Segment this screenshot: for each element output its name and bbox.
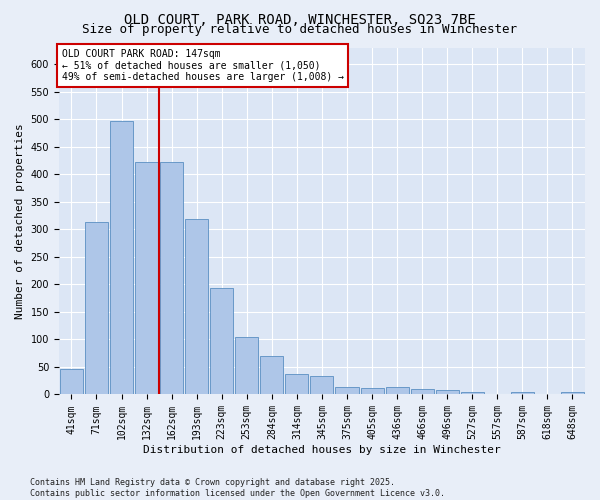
Bar	[85, 222, 108, 394]
Bar	[235, 336, 259, 394]
Bar	[110, 120, 133, 394]
Text: OLD COURT, PARK ROAD, WINCHESTER, SO23 7BE: OLD COURT, PARK ROAD, WINCHESTER, SO23 7…	[124, 12, 476, 26]
Bar	[135, 162, 158, 394]
Bar	[335, 388, 359, 394]
Bar	[561, 392, 584, 394]
X-axis label: Distribution of detached houses by size in Winchester: Distribution of detached houses by size …	[143, 445, 501, 455]
Bar	[210, 288, 233, 395]
Text: Contains HM Land Registry data © Crown copyright and database right 2025.
Contai: Contains HM Land Registry data © Crown c…	[30, 478, 445, 498]
Text: OLD COURT PARK ROAD: 147sqm
← 51% of detached houses are smaller (1,050)
49% of : OLD COURT PARK ROAD: 147sqm ← 51% of det…	[62, 49, 344, 82]
Bar	[361, 388, 383, 394]
Bar	[185, 219, 208, 394]
Bar	[511, 392, 534, 394]
Bar	[386, 387, 409, 394]
Text: Size of property relative to detached houses in Winchester: Size of property relative to detached ho…	[83, 22, 517, 36]
Y-axis label: Number of detached properties: Number of detached properties	[15, 123, 25, 319]
Bar	[160, 162, 183, 394]
Bar	[260, 356, 283, 395]
Bar	[310, 376, 334, 394]
Bar	[410, 389, 434, 394]
Bar	[461, 392, 484, 394]
Bar	[286, 374, 308, 394]
Bar	[436, 390, 459, 394]
Bar	[60, 369, 83, 394]
